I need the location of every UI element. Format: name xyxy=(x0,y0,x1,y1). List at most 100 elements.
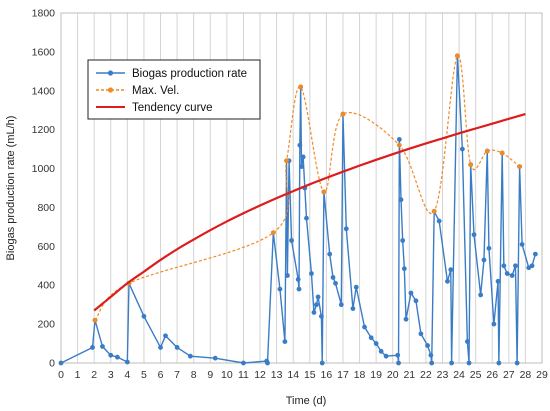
data-point-biogas xyxy=(296,286,302,292)
y-tick-label: 1800 xyxy=(32,8,56,20)
data-point-max-vel xyxy=(396,142,402,148)
x-tick-label: 3 xyxy=(108,369,114,381)
x-tick-labels: 0 1 2 3 4 5 6 7 8 9 10 11 12 13 14 15 16 17 18 19 20 21 22 23 24… xyxy=(58,369,548,381)
data-point-biogas xyxy=(311,310,317,315)
y-tick-label: 200 xyxy=(37,319,55,331)
x-tick-label: 17 xyxy=(337,369,349,381)
data-point-biogas xyxy=(158,345,163,350)
data-point-biogas xyxy=(114,354,120,360)
data-point-biogas xyxy=(513,263,518,269)
data-point-biogas xyxy=(338,302,344,308)
data-point-biogas xyxy=(350,306,356,311)
y-tick-label: 800 xyxy=(37,202,55,214)
x-tick-label: 20 xyxy=(387,369,399,381)
data-point-biogas xyxy=(396,360,401,366)
data-point-biogas xyxy=(282,339,288,345)
x-tick-label: 4 xyxy=(124,369,130,381)
legend-label-biogas: Biogas production rate xyxy=(132,68,247,80)
data-point-biogas xyxy=(265,360,270,366)
x-tick-label: 11 xyxy=(238,369,249,381)
data-point-biogas xyxy=(100,344,105,349)
data-point-biogas xyxy=(418,331,424,337)
legend-label-tendency: Tendency curve xyxy=(132,102,213,114)
data-point-biogas xyxy=(436,218,442,224)
data-point-biogas xyxy=(368,335,374,341)
x-tick-label: 0 xyxy=(58,369,64,381)
data-point-biogas xyxy=(187,353,193,359)
x-tick-label: 1 xyxy=(75,369,81,381)
data-point-biogas xyxy=(514,360,520,366)
x-tick-label: 15 xyxy=(304,369,316,381)
data-point-biogas xyxy=(299,164,304,170)
data-point-biogas xyxy=(297,142,303,148)
data-point-biogas xyxy=(449,360,455,366)
data-point-biogas xyxy=(398,197,404,203)
x-tick-label: 14 xyxy=(287,369,299,381)
data-point-biogas xyxy=(408,290,414,296)
data-point-biogas xyxy=(289,238,294,243)
data-point-biogas xyxy=(314,302,319,308)
data-point-biogas xyxy=(445,278,450,284)
data-point-biogas xyxy=(300,154,306,160)
y-tick-label: 1000 xyxy=(32,163,56,175)
x-tick-label: 23 xyxy=(437,369,449,381)
x-tick-label: 9 xyxy=(207,369,213,381)
data-point-biogas xyxy=(327,251,333,257)
data-point-biogas xyxy=(285,273,290,278)
data-point-biogas xyxy=(295,276,301,282)
series-1 xyxy=(92,53,523,323)
data-point-biogas xyxy=(478,292,484,298)
data-point-biogas xyxy=(319,360,325,366)
data-point-biogas xyxy=(501,263,507,269)
data-point-max-vel xyxy=(455,53,460,59)
x-tick-label: 6 xyxy=(158,369,164,381)
data-point-max-vel xyxy=(431,208,437,214)
y-axis-title: Biogas production rate (mL/h) xyxy=(5,116,17,261)
data-point-max-vel xyxy=(484,148,490,154)
x-tick-label: 26 xyxy=(486,369,498,381)
data-point-biogas xyxy=(481,257,487,263)
data-point-max-vel xyxy=(298,84,304,90)
legend-marker-max-vel xyxy=(107,87,114,93)
data-point-biogas xyxy=(58,360,64,366)
x-tick-label: 7 xyxy=(174,369,180,381)
data-point-biogas xyxy=(141,313,147,319)
plot-area-border xyxy=(60,12,543,364)
x-tick-label: 2 xyxy=(91,369,97,381)
legend-marker-biogas xyxy=(107,70,114,76)
data-point-biogas xyxy=(519,241,525,247)
data-point-biogas xyxy=(464,339,470,345)
data-point-biogas xyxy=(383,353,389,359)
data-point-biogas xyxy=(319,313,324,319)
data-point-biogas xyxy=(495,278,501,284)
data-point-biogas xyxy=(400,238,406,243)
series-2 xyxy=(93,113,526,312)
data-point-biogas xyxy=(459,146,465,152)
data-point-biogas xyxy=(448,267,454,273)
x-tick-label: 22 xyxy=(420,369,432,381)
data-point-biogas xyxy=(429,360,435,366)
data-point-biogas xyxy=(330,275,336,280)
data-point-biogas xyxy=(163,333,168,339)
data-point-biogas xyxy=(304,215,309,221)
y-tick-label: 1200 xyxy=(32,124,56,136)
y-tick-label: 1600 xyxy=(32,46,56,58)
data-point-max-vel xyxy=(284,158,289,164)
data-point-biogas xyxy=(241,360,246,366)
x-tick-label: 24 xyxy=(453,369,465,381)
data-point-max-vel xyxy=(270,230,276,236)
data-point-biogas xyxy=(378,348,384,354)
data-point-biogas xyxy=(529,263,535,269)
data-point-max-vel xyxy=(321,189,327,195)
data-point-biogas xyxy=(491,321,497,327)
x-tick-label: 16 xyxy=(321,369,333,381)
x-tick-label: 10 xyxy=(221,369,233,381)
legend-label-max-vel: Max. Vel. xyxy=(132,85,179,97)
data-point-biogas xyxy=(124,359,130,365)
y-tick-label: 600 xyxy=(37,241,55,253)
data-point-max-vel xyxy=(517,164,523,170)
x-axis-title: Time (d) xyxy=(286,395,327,407)
data-point-biogas xyxy=(532,251,538,257)
data-point-biogas xyxy=(504,271,510,276)
